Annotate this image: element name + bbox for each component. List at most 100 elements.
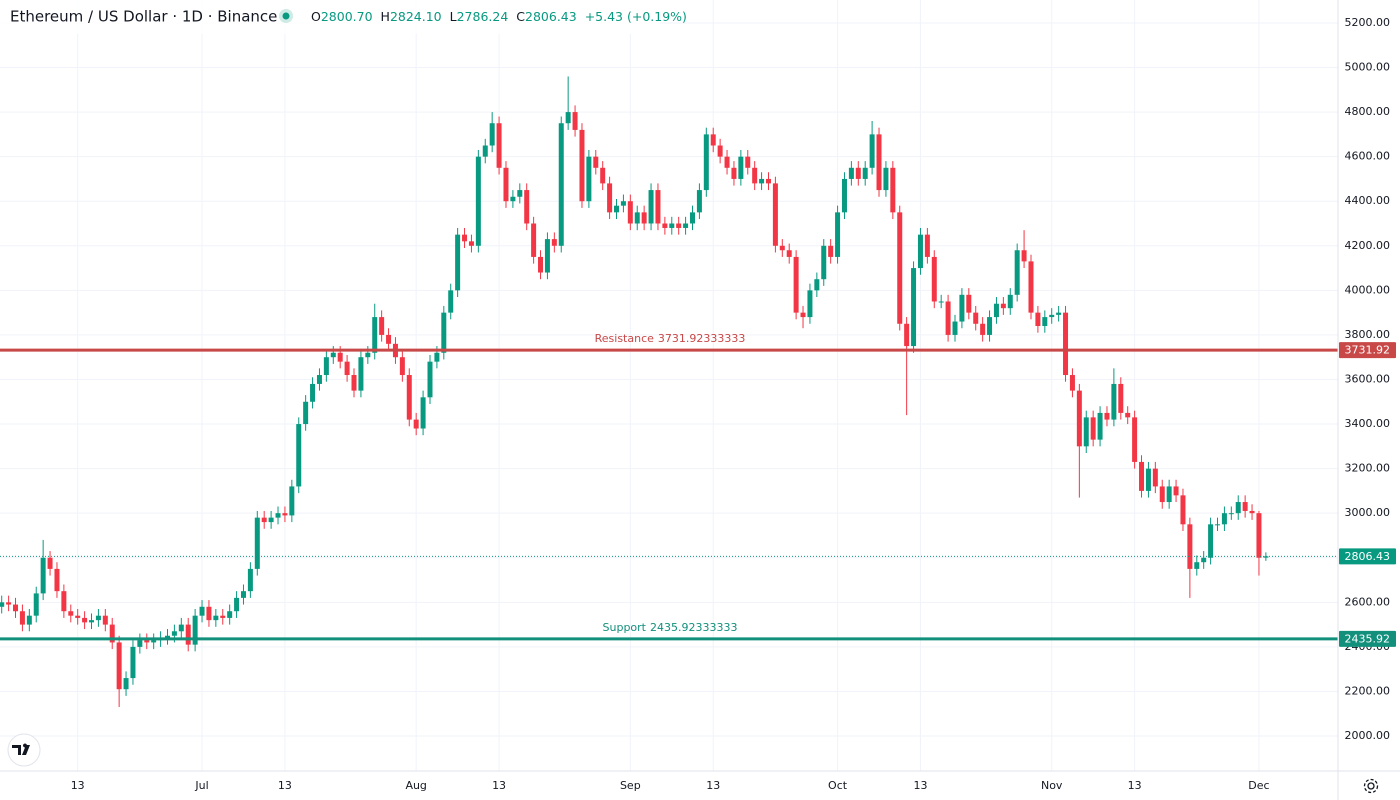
settings-gear[interactable]	[1363, 778, 1379, 794]
candle-body	[717, 145, 723, 157]
candle-body	[745, 156, 751, 168]
candle-body	[164, 635, 170, 638]
candle-body	[365, 352, 371, 358]
price-badge	[1339, 548, 1396, 565]
price-badge	[1339, 630, 1396, 647]
candle-body	[980, 323, 986, 335]
candle-body	[531, 223, 537, 257]
candle-body	[386, 334, 392, 344]
x-tick-label: Dec	[1248, 779, 1269, 792]
candle-body	[427, 361, 433, 398]
candle-body	[1104, 412, 1110, 420]
y-tick-label: 5000.00	[1345, 61, 1391, 74]
candle-body	[938, 301, 944, 303]
candle-body	[1145, 468, 1151, 491]
candle-body	[1028, 261, 1034, 313]
candle-body	[6, 602, 12, 605]
candle-body	[690, 212, 695, 224]
c-label: C	[516, 9, 525, 24]
candle-body	[289, 486, 295, 516]
candle-body	[634, 212, 640, 224]
o-value: 2800.70	[321, 9, 373, 24]
candle-body	[151, 640, 157, 643]
candle-body	[254, 517, 260, 569]
candle-body	[890, 167, 896, 213]
candle-body	[227, 611, 233, 618]
candle-body	[558, 123, 564, 246]
candle-body	[517, 190, 523, 197]
y-tick-label: 3200.00	[1345, 462, 1391, 475]
candle-body	[1132, 417, 1138, 462]
candle-body	[89, 620, 95, 623]
y-tick-label: 4000.00	[1345, 283, 1391, 296]
candle-body	[130, 646, 136, 679]
candle-body	[178, 624, 184, 632]
candle-body	[68, 611, 74, 616]
line-value: 3731.92333333	[658, 332, 745, 345]
candle-body	[213, 615, 219, 621]
candle-body	[676, 223, 682, 228]
candle-body	[379, 317, 385, 335]
candle-body	[1235, 502, 1241, 514]
candle-body	[1166, 486, 1172, 503]
candle-body	[731, 167, 737, 179]
price-badge	[1339, 342, 1396, 359]
line-label: Resistance 3731.92333333	[595, 332, 746, 345]
candle-body	[310, 383, 316, 402]
candle-body	[1187, 524, 1193, 569]
candle-body	[987, 317, 993, 335]
candle-body	[662, 223, 668, 228]
candle-body	[503, 167, 509, 202]
candle-body	[966, 294, 972, 313]
candle-body	[620, 201, 626, 206]
candle-body	[1118, 383, 1124, 413]
candle-body	[372, 317, 378, 353]
c-value: 2806.43	[525, 9, 577, 24]
o-label: O	[311, 9, 321, 24]
candle-body	[1014, 250, 1020, 295]
candle-body	[26, 615, 32, 625]
l-label: L	[450, 9, 457, 24]
candle-body	[234, 597, 240, 612]
candle-body	[303, 401, 309, 425]
candle-body	[413, 419, 419, 429]
y-tick-label: 3800.00	[1345, 328, 1391, 341]
candle-body	[337, 352, 343, 362]
candle-body	[420, 397, 426, 429]
candle-body	[1208, 524, 1214, 558]
candle-body	[765, 178, 771, 184]
candle-body	[1228, 513, 1234, 515]
candle-body	[614, 205, 620, 213]
status-dot	[282, 12, 290, 20]
tv-logo[interactable]	[7, 733, 41, 767]
candle-body	[13, 604, 19, 612]
candle-body	[869, 134, 875, 168]
candle-body	[268, 517, 274, 523]
candle-body	[1056, 312, 1062, 315]
y-tick-label: 3000.00	[1345, 506, 1391, 519]
y-tick-label: 4800.00	[1345, 105, 1391, 118]
candle-body	[489, 123, 495, 146]
candle-body	[185, 624, 191, 645]
candle-body	[862, 167, 868, 179]
symbol-title[interactable]: Ethereum / US Dollar · 1D · Binance	[10, 8, 277, 26]
candle-body	[1159, 486, 1165, 503]
candle-body	[75, 615, 81, 618]
candle-body	[19, 611, 25, 625]
candle-body	[586, 156, 592, 202]
candle-body	[316, 375, 322, 384]
candle-body	[544, 239, 550, 273]
candle-body	[772, 183, 778, 246]
candle-body	[220, 615, 226, 618]
candle-body	[952, 321, 958, 335]
line-value: 2435.92333333	[650, 621, 737, 634]
candle-body	[171, 631, 177, 636]
candle-body	[1035, 312, 1041, 327]
y-tick-label: 4400.00	[1345, 194, 1391, 207]
candle-body	[510, 196, 516, 202]
price-badge-label: 3731.92	[1345, 344, 1391, 357]
candle-body	[406, 375, 412, 420]
candle-body	[924, 234, 930, 257]
candle-body	[779, 245, 785, 251]
